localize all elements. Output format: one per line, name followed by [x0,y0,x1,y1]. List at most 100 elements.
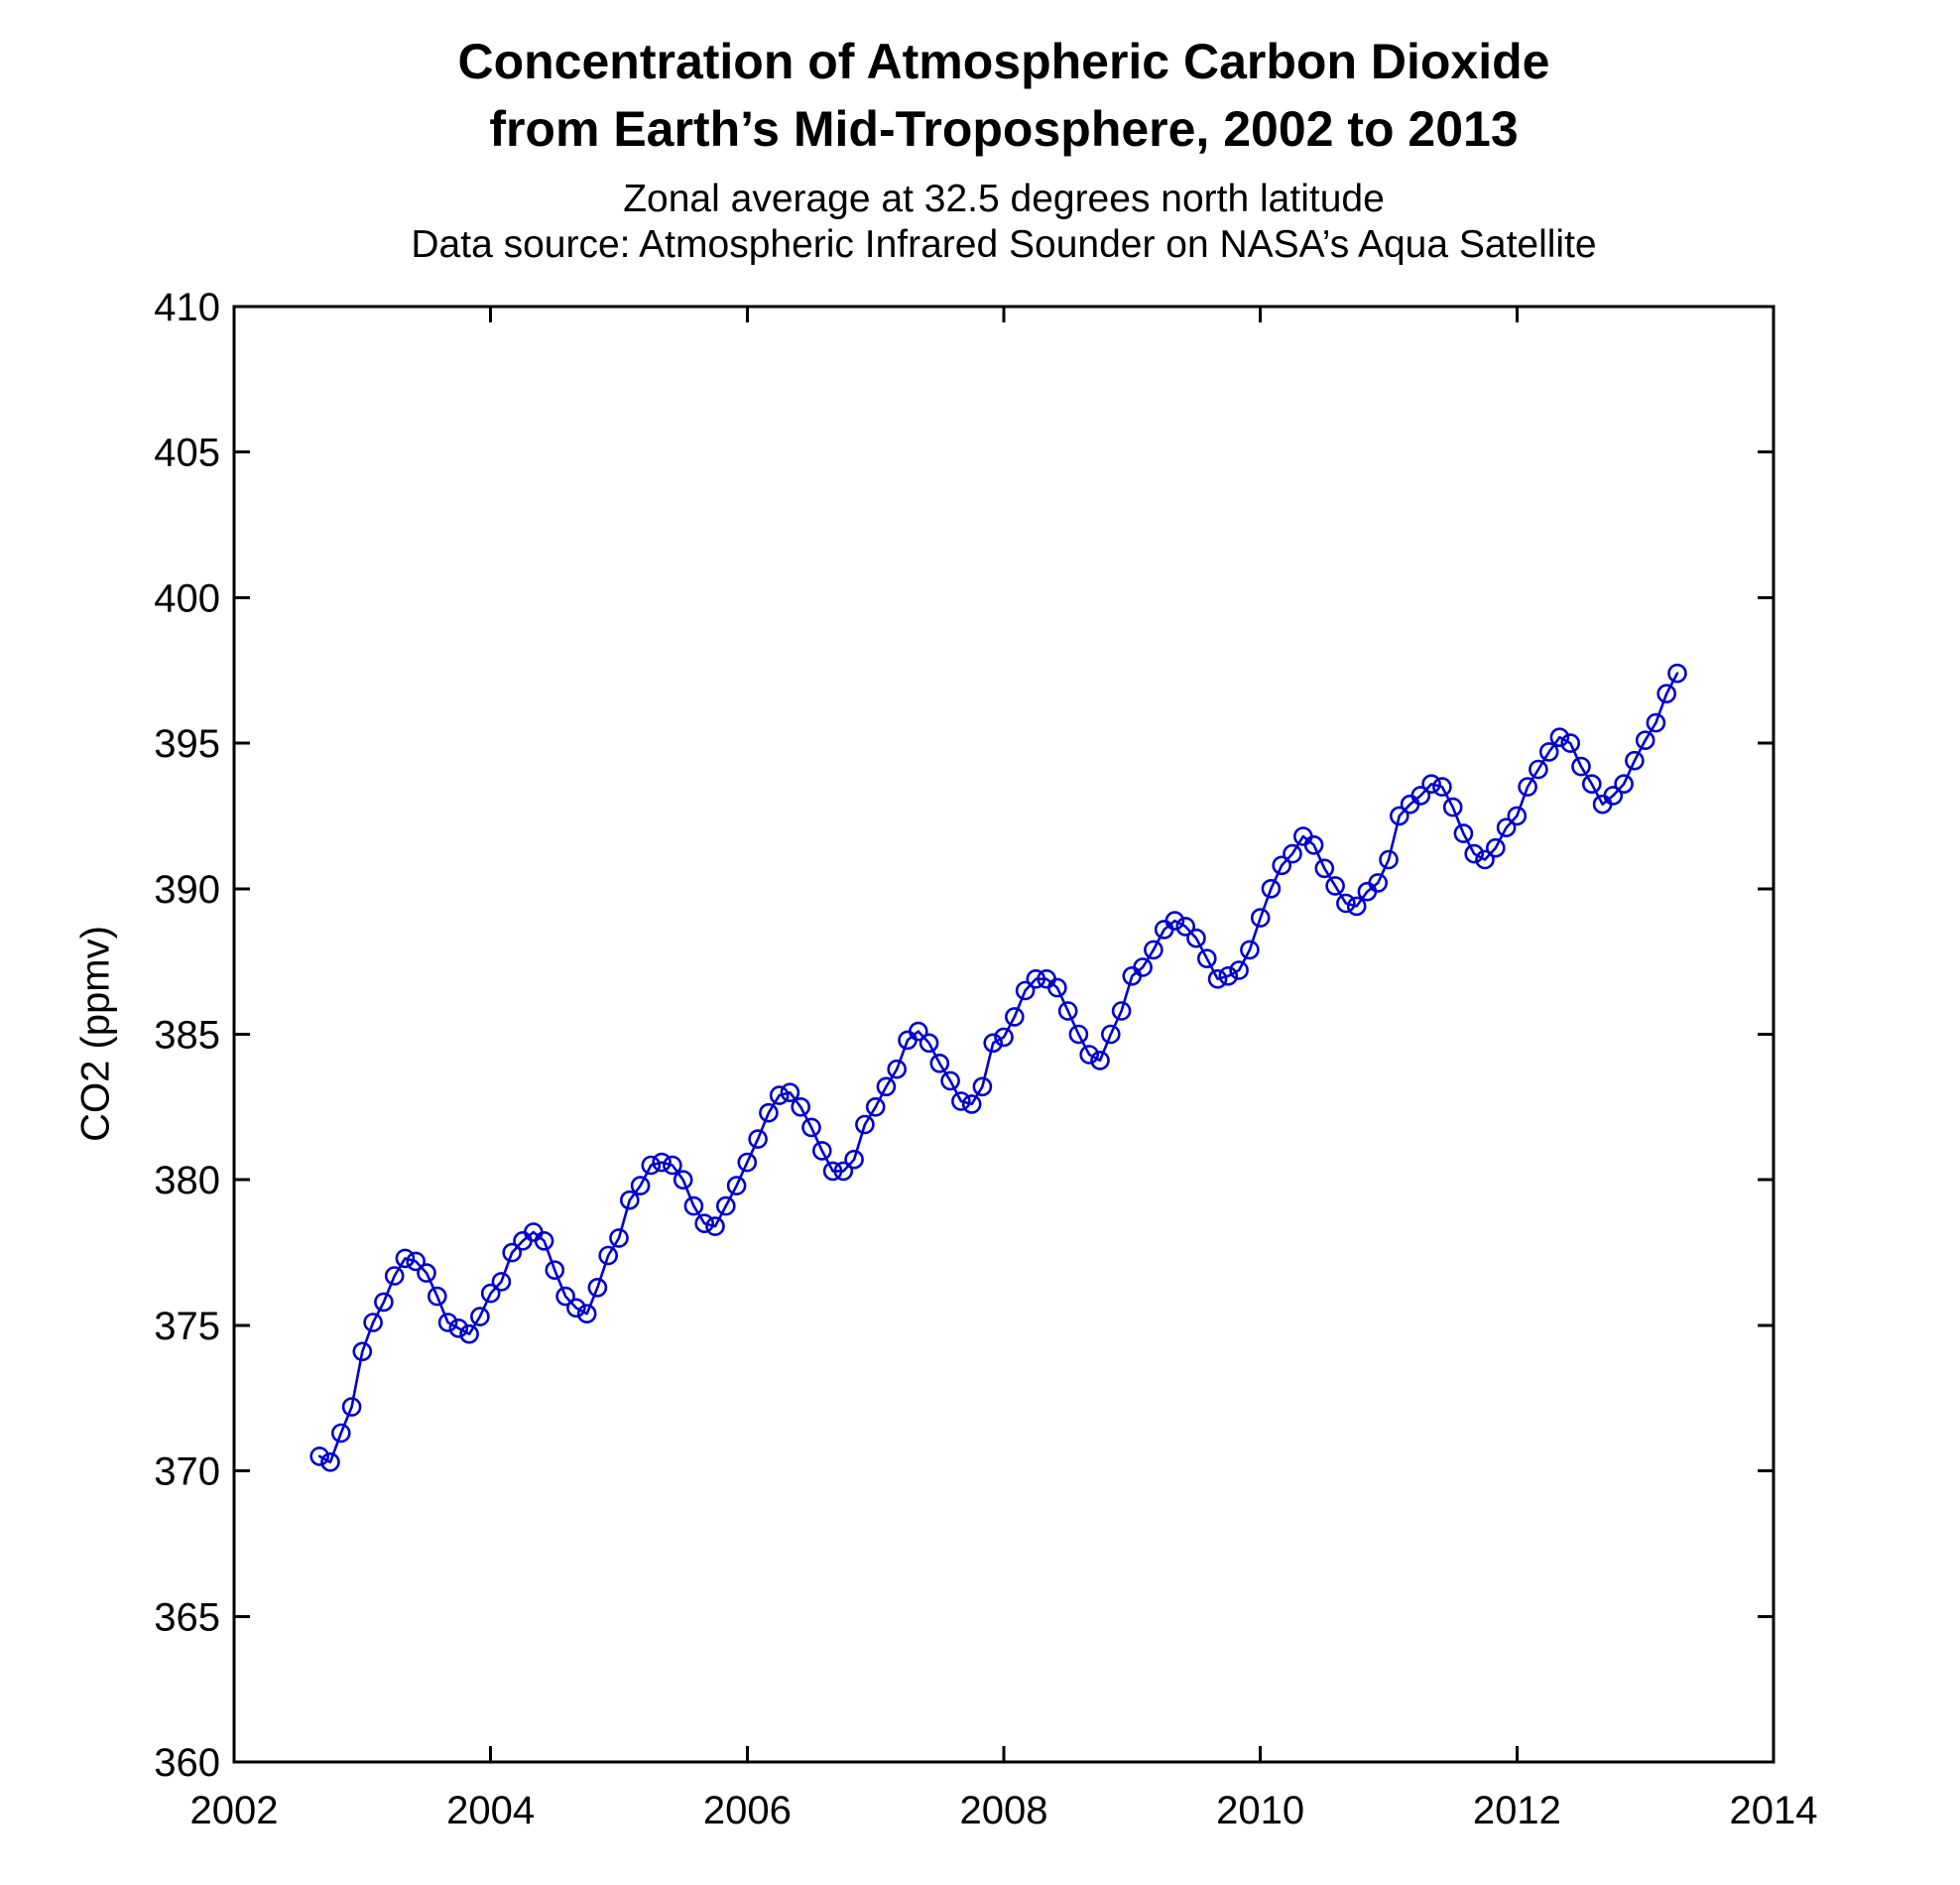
data-point-marker [1079,1045,1099,1065]
data-point-marker [663,1155,682,1176]
x-tick-label: 2006 [703,1789,792,1832]
data-point-marker [737,1152,758,1173]
data-point-marker [1582,774,1602,795]
x-tick-label: 2012 [1473,1789,1561,1832]
data-point-marker [1240,940,1260,960]
data-point-marker [887,1059,908,1079]
chart-subtitle: Zonal average at 32.5 degrees north lati… [48,177,1960,268]
data-point-marker [673,1170,693,1190]
data-point-marker [780,1082,800,1102]
data-point-marker [1421,774,1441,795]
y-tick-label: 390 [154,868,220,912]
data-point-marker [384,1266,405,1286]
x-tick-label: 2004 [446,1789,535,1832]
data-point-marker [459,1323,479,1344]
x-tick-label: 2010 [1216,1789,1304,1832]
data-point-marker [352,1341,373,1362]
data-point-marker [908,1021,928,1042]
data-point-marker [320,1452,340,1472]
data-point-marker [1464,843,1484,864]
data-point-marker [1390,806,1409,826]
data-series-line [317,672,1679,1464]
y-tick-label: 385 [154,1014,220,1058]
data-point-marker [1250,908,1271,928]
data-point-marker [1379,849,1399,870]
data-point-marker [1175,917,1195,937]
data-point-marker [1047,977,1067,998]
data-point-marker [1111,1001,1132,1021]
data-point-marker [1144,940,1164,960]
data-point-marker [374,1292,394,1313]
data-point-marker [951,1091,971,1111]
data-point-marker [876,1076,897,1097]
y-tick-label: 410 [154,286,220,329]
data-point-marker [1272,855,1291,876]
data-point-marker [1496,817,1517,838]
data-point-marker [641,1155,662,1176]
data-point-marker [1004,1007,1025,1027]
data-point-marker [1475,849,1495,870]
data-point-marker [330,1423,351,1444]
data-point-marker [1646,712,1666,733]
chart-title-line2: from Earth’s Mid-Troposphere, 2002 to 20… [489,101,1519,157]
data-point-marker [1549,727,1570,748]
y-tick-label: 380 [154,1159,220,1202]
y-tick-label: 365 [154,1595,220,1639]
data-point-marker [994,1027,1014,1048]
data-point-marker [1368,873,1388,893]
data-point-marker [437,1313,458,1332]
y-tick-label: 400 [154,576,220,620]
data-point-marker [1346,896,1367,917]
data-point-marker [1283,843,1302,864]
data-point-marker [598,1245,619,1266]
data-point-marker [1026,968,1046,989]
data-point-marker [630,1176,651,1195]
data-point-marker [1614,774,1634,795]
data-point-marker [1133,957,1153,977]
data-point-marker [341,1397,362,1417]
data-point-marker [1442,797,1463,817]
data-point-marker [502,1242,523,1263]
chart-title-line1: Concentration of Atmospheric Carbon Diox… [457,34,1550,89]
data-point-marker [726,1176,747,1195]
data-point-marker [929,1054,950,1073]
y-tick-label: 360 [154,1741,220,1785]
data-point-marker [545,1260,565,1280]
data-point-marker [855,1114,875,1135]
data-point-marker [652,1152,672,1173]
data-point-marker [1432,777,1452,797]
data-point-marker [844,1149,864,1170]
data-point-marker [983,1033,1004,1054]
data-point-marker [1186,928,1206,948]
data-point-marker [683,1195,704,1216]
data-point-marker [555,1286,575,1307]
data-point-marker [363,1313,383,1332]
data-point-marker [801,1117,821,1138]
data-point-marker [791,1097,811,1117]
data-point-marker [919,1033,939,1054]
data-point-marker [427,1286,447,1307]
data-point-marker [1625,750,1645,771]
data-point-marker [534,1231,554,1251]
x-tick-label: 2002 [190,1789,279,1832]
data-point-marker [1197,948,1217,969]
data-point-marker [1218,965,1239,986]
data-point-marker [705,1216,725,1236]
data-point-marker [1090,1051,1110,1070]
data-point-marker [491,1272,512,1292]
data-point-marker [961,1094,982,1114]
data-point-marker [748,1129,768,1149]
data-point-marker [576,1304,597,1323]
data-point-marker [1635,730,1655,751]
data-point-marker [1656,684,1676,704]
data-point-marker [1538,742,1559,762]
data-point-marker [1057,1001,1078,1021]
data-point-marker [1314,858,1335,879]
data-point-marker [769,1085,790,1105]
data-point-marker [822,1161,843,1182]
data-point-marker [1453,823,1474,843]
data-point-marker [1261,878,1282,899]
data-point-marker [1068,1024,1089,1045]
data-point-marker [1486,837,1506,858]
